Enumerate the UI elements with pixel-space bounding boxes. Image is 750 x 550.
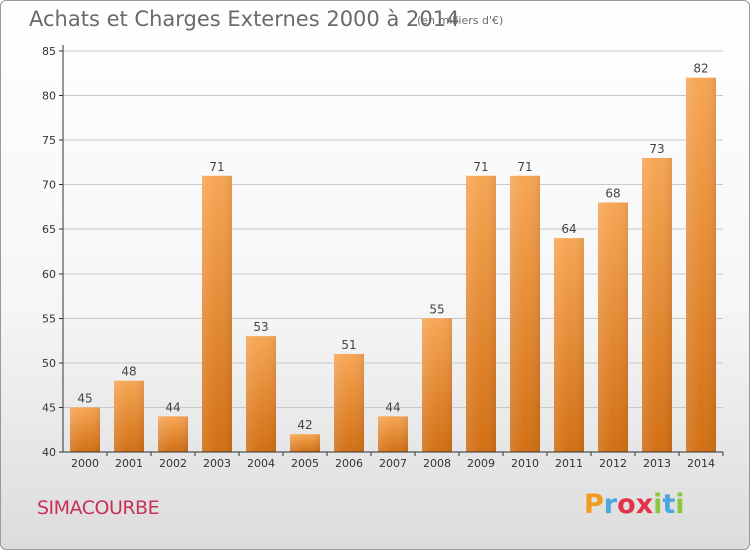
x-tick-label: 2010 bbox=[511, 457, 539, 470]
bar-shade bbox=[422, 318, 452, 452]
x-tick-label: 2008 bbox=[423, 457, 451, 470]
data-label: 64 bbox=[561, 222, 576, 236]
bar-shade bbox=[158, 416, 188, 452]
bar-shade bbox=[510, 175, 540, 452]
bar-shade bbox=[334, 353, 364, 452]
data-label: 55 bbox=[429, 302, 444, 316]
y-tick-label: 60 bbox=[42, 268, 56, 281]
data-label: 53 bbox=[253, 320, 268, 334]
data-label: 51 bbox=[341, 338, 356, 352]
logo-letter: i bbox=[653, 489, 663, 520]
y-tick-label: 70 bbox=[42, 179, 56, 192]
data-labels: 45 48 44 71 53 42 51 44 55 71 71 64 68 73 82 bbox=[77, 62, 708, 432]
logo-letter: o bbox=[617, 489, 636, 520]
bar-shade bbox=[378, 416, 408, 452]
commune-name: SIMACOURBE bbox=[37, 497, 160, 519]
data-label: 42 bbox=[297, 418, 312, 432]
x-tick-label: 2014 bbox=[687, 457, 715, 470]
logo-letter: r bbox=[603, 489, 618, 520]
x-tick-label: 2009 bbox=[467, 457, 495, 470]
y-tick-label: 40 bbox=[42, 446, 56, 459]
bar-shade bbox=[70, 407, 100, 452]
data-label: 71 bbox=[517, 160, 532, 174]
bar-shade bbox=[114, 380, 144, 452]
logo-letter: t bbox=[662, 489, 676, 520]
bar-shade bbox=[290, 434, 320, 452]
data-label: 44 bbox=[385, 400, 400, 414]
data-label: 71 bbox=[209, 160, 224, 174]
bar-shade bbox=[598, 202, 628, 452]
logo-letter: P bbox=[584, 489, 604, 520]
y-tick-label: 85 bbox=[42, 45, 56, 58]
y-tick-label: 65 bbox=[42, 223, 56, 236]
data-label: 68 bbox=[605, 186, 620, 200]
data-label: 82 bbox=[693, 62, 708, 76]
x-tick-label: 2012 bbox=[599, 457, 627, 470]
x-tick-label: 2006 bbox=[335, 457, 363, 470]
bars bbox=[70, 77, 716, 452]
x-tick-label: 2007 bbox=[379, 457, 407, 470]
data-label: 44 bbox=[165, 400, 180, 414]
y-tick-label: 80 bbox=[42, 90, 56, 103]
data-label: 48 bbox=[121, 365, 136, 379]
axes: 40 45 50 55 60 65 70 75 80 85 2000 2001 2002 2003 2004… bbox=[42, 45, 724, 470]
y-tick-label: 55 bbox=[42, 312, 56, 325]
data-label: 71 bbox=[473, 160, 488, 174]
x-tick-label: 2011 bbox=[555, 457, 583, 470]
x-tick-label: 2005 bbox=[291, 457, 319, 470]
y-tick-label: 50 bbox=[42, 357, 56, 370]
data-label: 45 bbox=[77, 391, 92, 405]
x-tick-label: 2004 bbox=[247, 457, 275, 470]
y-tick-label: 45 bbox=[42, 401, 56, 414]
proxiti-logo[interactable]: Proxiti bbox=[584, 489, 685, 520]
data-label: 73 bbox=[649, 142, 664, 156]
bar-shade bbox=[642, 157, 672, 452]
logo-letter: i bbox=[675, 489, 685, 520]
chart-title: Achats et Charges Externes 2000 à 2014 bbox=[29, 7, 460, 31]
x-tick-label: 2001 bbox=[115, 457, 143, 470]
y-tick-label: 75 bbox=[42, 134, 56, 147]
chart-unit: (en milliers d'€) bbox=[417, 14, 504, 27]
x-tick-label: 2003 bbox=[203, 457, 231, 470]
logo-letter: x bbox=[635, 489, 654, 520]
bar-shade bbox=[686, 77, 716, 452]
bar-shade bbox=[246, 336, 276, 452]
x-tick-label: 2000 bbox=[71, 457, 99, 470]
bar-shade bbox=[202, 175, 232, 452]
bar-shade bbox=[554, 238, 584, 452]
bar-shade bbox=[466, 175, 496, 452]
x-tick-label: 2013 bbox=[643, 457, 671, 470]
x-tick-label: 2002 bbox=[159, 457, 187, 470]
